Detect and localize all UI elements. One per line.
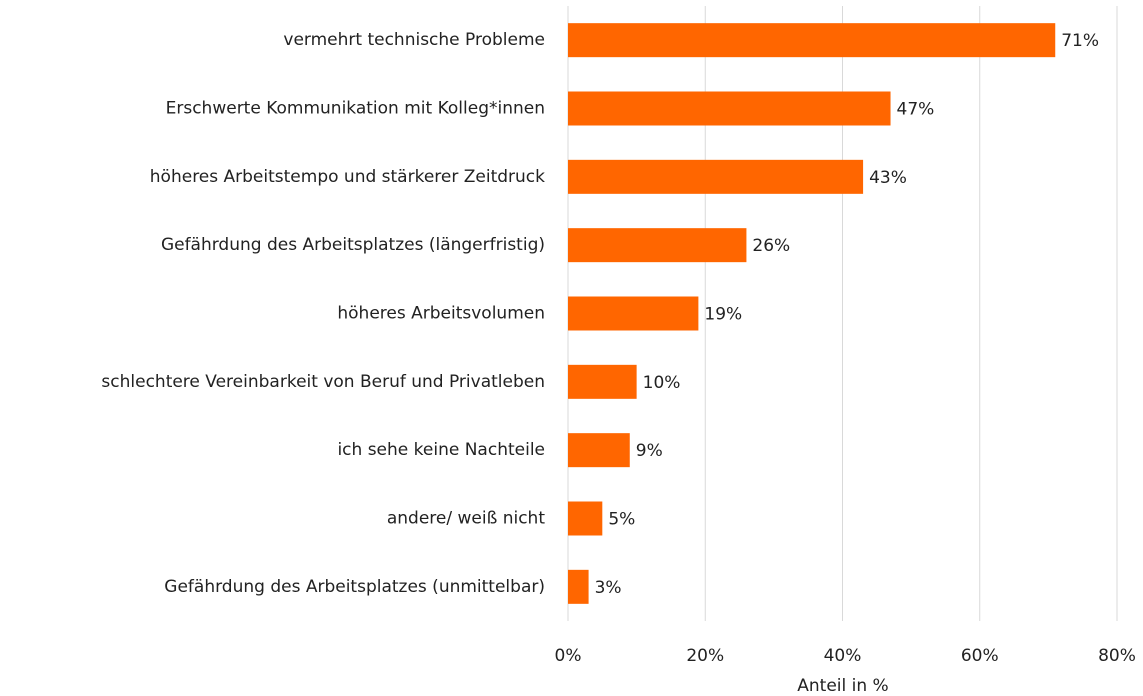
data-label: 3% xyxy=(595,578,622,598)
y-tick-label: andere/ weiß nicht xyxy=(387,509,545,529)
bar xyxy=(568,159,864,194)
y-tick-label: höheres Arbeitstempo und stärkerer Zeitd… xyxy=(150,167,545,187)
y-tick-label: Gefährdung des Arbeitsplatzes (längerfri… xyxy=(161,235,545,255)
x-tick-label: 20% xyxy=(686,646,724,666)
data-label: 26% xyxy=(752,236,790,256)
bar xyxy=(568,23,1056,58)
x-tick-label: 60% xyxy=(961,646,999,666)
bar xyxy=(568,91,891,126)
bar xyxy=(568,569,589,604)
data-label: 9% xyxy=(636,441,663,461)
x-tick-label: 40% xyxy=(824,646,862,666)
bar xyxy=(568,501,603,536)
y-tick-label: höheres Arbeitsvolumen xyxy=(337,304,545,324)
data-label: 19% xyxy=(704,305,742,325)
y-tick-label: schlechtere Vereinbarkeit von Beruf und … xyxy=(101,372,545,392)
data-label: 71% xyxy=(1061,31,1099,51)
data-label: 5% xyxy=(608,510,635,530)
bar xyxy=(568,228,747,263)
data-label: 43% xyxy=(869,168,907,188)
x-tick-label: 80% xyxy=(1098,646,1136,666)
y-tick-label: vermehrt technische Probleme xyxy=(283,30,545,50)
y-tick-label: Gefährdung des Arbeitsplatzes (unmittelb… xyxy=(164,577,545,597)
x-tick-label: 0% xyxy=(555,646,582,666)
y-tick-label: Erschwerte Kommunikation mit Kolleg*inne… xyxy=(166,99,545,119)
data-label: 10% xyxy=(643,373,681,393)
bar xyxy=(568,364,637,399)
x-axis-label: Anteil in % xyxy=(797,676,888,696)
bar xyxy=(568,433,630,468)
bar xyxy=(568,296,699,331)
y-tick-label: ich sehe keine Nachteile xyxy=(337,440,545,460)
data-label: 47% xyxy=(897,100,935,120)
